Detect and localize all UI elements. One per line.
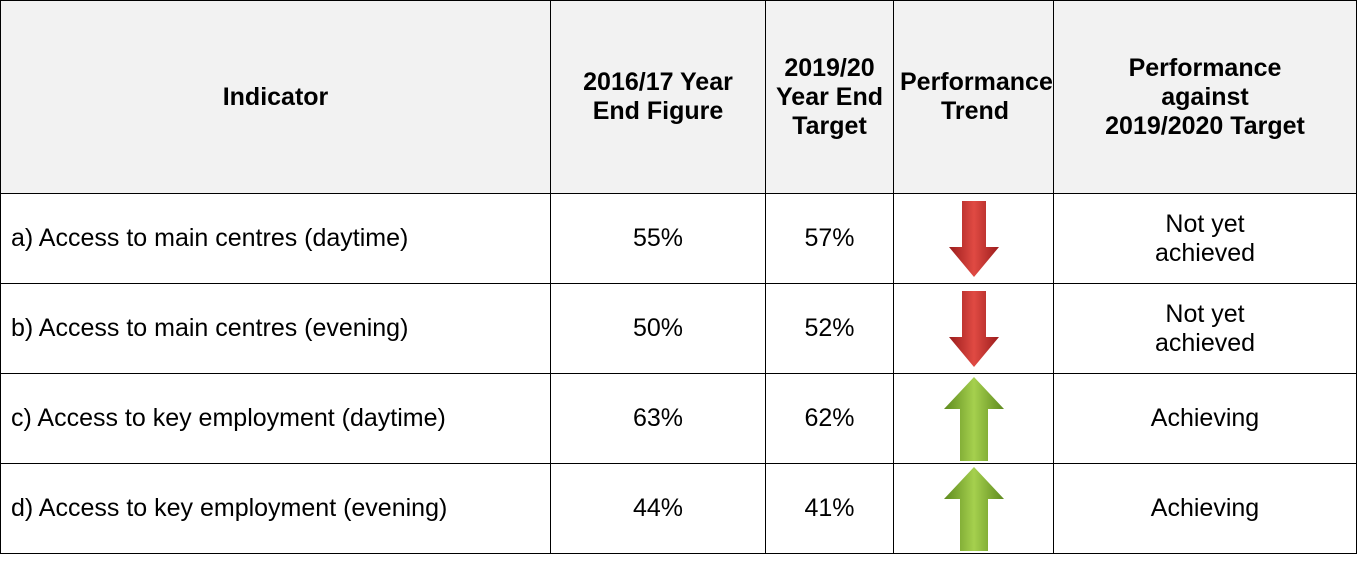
header-text: 2016/17 Year End Figure xyxy=(583,68,733,125)
header-cell: Indicator xyxy=(0,0,551,194)
cell: 50% xyxy=(550,283,766,374)
row: b) Access to main centres (evening) 50% … xyxy=(0,283,1357,374)
trend-cell xyxy=(893,373,1054,464)
header-text: Performance against 2019/2020 Target xyxy=(1105,53,1305,140)
cell: 41% xyxy=(765,463,894,554)
cell: Not yet achieved xyxy=(1053,193,1357,284)
down-arrow xyxy=(948,200,999,277)
down-arrow xyxy=(948,290,999,367)
cell-text: Not yet achieved xyxy=(1154,209,1256,267)
cell: 55% xyxy=(550,193,766,284)
cell: 52% xyxy=(765,283,894,374)
cell: Achieving xyxy=(1053,463,1357,554)
cell: a) Access to main centres (daytime) xyxy=(0,193,551,284)
row: d) Access to key employment (evening) 44… xyxy=(0,463,1357,554)
cell: Achieving xyxy=(1053,373,1357,464)
header-cell: 2019/20 Year End Target xyxy=(765,0,894,194)
row: a) Access to main centres (daytime) 55% … xyxy=(0,193,1357,284)
trend-cell xyxy=(893,463,1054,554)
trend-cell xyxy=(893,193,1054,284)
up-arrow xyxy=(943,466,1004,551)
cell: 44% xyxy=(550,463,766,554)
cell: Not yet achieved xyxy=(1053,283,1357,374)
row: c) Access to key employment (daytime) 63… xyxy=(0,373,1357,464)
cell: b) Access to main centres (evening) xyxy=(0,283,551,374)
header-cell: Performance Trend xyxy=(893,0,1054,194)
header-row: Indicator 2016/17 Year End Figure 2019/2… xyxy=(0,0,1357,194)
cell: c) Access to key employment (daytime) xyxy=(0,373,551,464)
header-text: Performance Trend xyxy=(900,68,1053,125)
cell: 63% xyxy=(550,373,766,464)
header-cell: Performance against 2019/2020 Target xyxy=(1053,0,1357,194)
header-cell: 2016/17 Year End Figure xyxy=(550,0,766,194)
up-arrow xyxy=(943,376,1004,461)
cell: 62% xyxy=(765,373,894,464)
cell: d) Access to key employment (evening) xyxy=(0,463,551,554)
cell: 57% xyxy=(765,193,894,284)
cell-text: Not yet achieved xyxy=(1154,299,1256,357)
trend-cell xyxy=(893,283,1054,374)
